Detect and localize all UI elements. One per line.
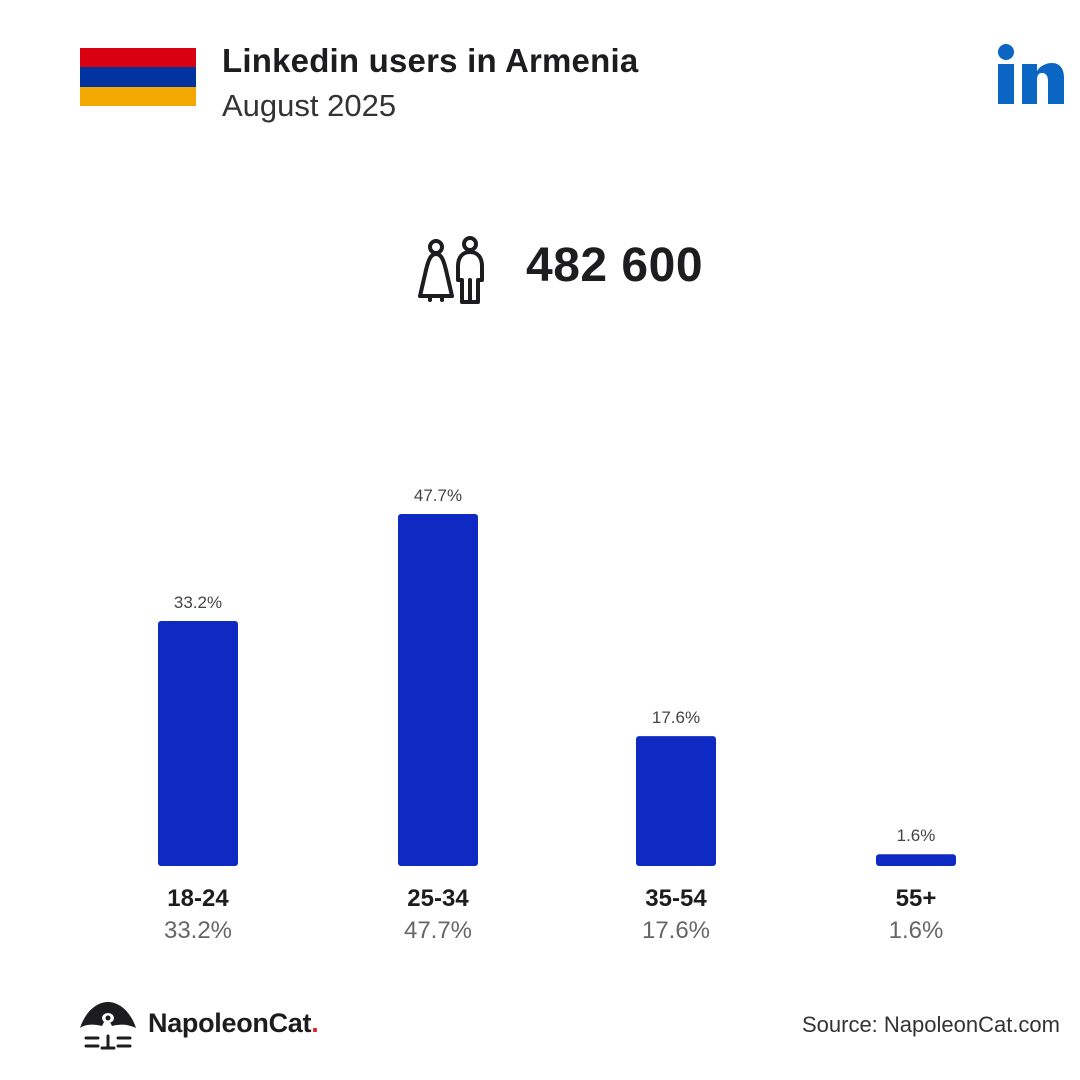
page-subtitle: August 2025	[222, 88, 397, 123]
category-label: 18-24	[167, 885, 229, 912]
users-icon	[418, 236, 484, 304]
category-label: 25-34	[407, 885, 469, 912]
armenia-flag	[80, 48, 196, 106]
brand-name: NapoleonCat.	[148, 1008, 319, 1039]
bar-value-label: 17.6%	[652, 708, 700, 727]
category-label: 55+	[896, 885, 937, 912]
source-text: Source: NapoleonCat.com	[801, 1012, 1060, 1037]
age-bar-chart: 33.2% 18-24 33.2% 47.7% 25-34 47.7% 17.6% 35-54…	[158, 486, 956, 944]
brand-name-text: NapoleonCat	[148, 1008, 312, 1038]
bar-value-label: 47.7%	[414, 486, 462, 505]
bar-18-24	[158, 621, 238, 866]
total-users: 482 600	[526, 239, 704, 292]
category-percent-label: 1.6%	[889, 917, 944, 944]
bar-25-34	[398, 514, 478, 866]
brand-dot: .	[311, 1008, 319, 1038]
flag-stripe-red	[80, 48, 196, 68]
bar-35-54	[636, 736, 716, 866]
category-percent-label: 33.2%	[164, 917, 232, 944]
flag-stripe-blue	[80, 67, 196, 87]
napoleoncat-logo-icon	[80, 1002, 136, 1050]
category-percent-label: 47.7%	[404, 917, 472, 944]
category-label: 35-54	[645, 885, 707, 912]
bar-value-label: 1.6%	[897, 826, 936, 845]
flag-stripe-orange	[80, 86, 196, 106]
linkedin-icon	[998, 44, 1064, 104]
page-title: Linkedin users in Armenia	[222, 42, 639, 79]
bar-55+	[876, 854, 956, 866]
category-percent-label: 17.6%	[642, 917, 710, 944]
bar-value-label: 33.2%	[174, 593, 222, 612]
